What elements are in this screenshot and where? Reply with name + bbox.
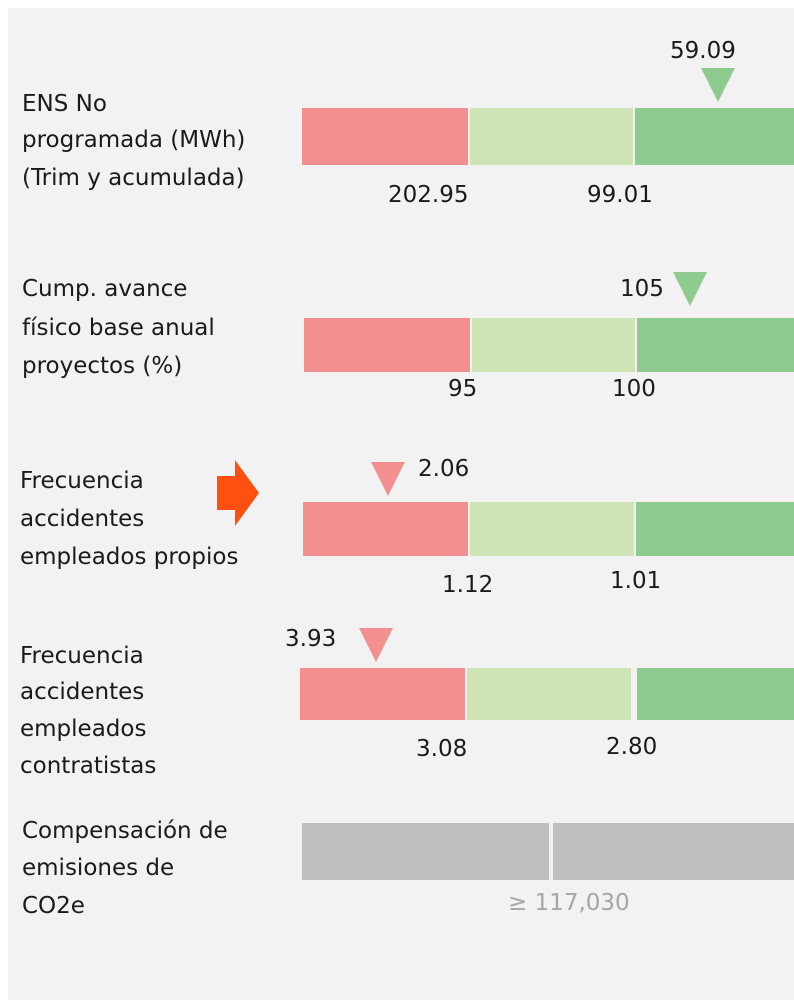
threshold-label: 2.80 xyxy=(606,734,658,760)
marker xyxy=(701,68,735,102)
marker-label: 3.93 xyxy=(285,626,337,652)
bar-segment xyxy=(637,668,794,720)
row-label: CO2e xyxy=(22,893,85,919)
row-label: proyectos (%) xyxy=(22,353,183,379)
arrow xyxy=(217,460,259,526)
row-label: físico base anual xyxy=(22,315,215,341)
bar-segment xyxy=(302,823,549,880)
bar-segment xyxy=(302,108,468,165)
bar-segment xyxy=(636,502,794,556)
marker xyxy=(673,272,707,306)
row-label: accidentes xyxy=(20,679,145,705)
arrow-icon xyxy=(217,460,259,526)
threshold-label: 3.08 xyxy=(416,736,468,762)
row-label: accidentes xyxy=(20,506,145,532)
bar-segment xyxy=(637,318,794,372)
marker xyxy=(359,628,393,662)
bar-segment xyxy=(303,502,468,556)
bar-segment xyxy=(300,668,465,720)
threshold-label: 99.01 xyxy=(587,182,653,208)
row-label: Cump. avance xyxy=(22,276,188,302)
row-label: contratistas xyxy=(20,753,157,779)
row-label: Frecuencia xyxy=(20,643,144,669)
marker-label: 2.06 xyxy=(418,456,470,482)
row-label: empleados xyxy=(20,716,147,742)
target-label: ≥ 117,030 xyxy=(508,890,630,916)
bar-segment xyxy=(470,502,634,556)
threshold-label: 1.12 xyxy=(442,572,494,598)
threshold-label: 95 xyxy=(448,376,478,402)
threshold-label: 100 xyxy=(612,376,656,402)
threshold-label: 1.01 xyxy=(610,568,662,594)
bar-segment xyxy=(467,668,631,720)
bar-segment xyxy=(553,823,794,880)
marker-label: 59.09 xyxy=(670,38,736,64)
row-label: ENS No xyxy=(22,91,107,117)
marker xyxy=(371,462,405,496)
row-label: empleados propios xyxy=(20,544,239,570)
bar-segment xyxy=(470,108,633,165)
marker-label: 105 xyxy=(620,276,664,302)
row-label: programada (MWh) xyxy=(22,127,246,153)
row-label: Compensación de xyxy=(22,818,228,844)
bar-segment xyxy=(635,108,794,165)
row-label: emisiones de xyxy=(22,855,175,881)
row-label: Frecuencia xyxy=(20,468,144,494)
row-label: (Trim y acumulada) xyxy=(22,165,245,191)
bar-segment xyxy=(304,318,470,372)
bar-segment xyxy=(472,318,635,372)
threshold-label: 202.95 xyxy=(388,182,469,208)
